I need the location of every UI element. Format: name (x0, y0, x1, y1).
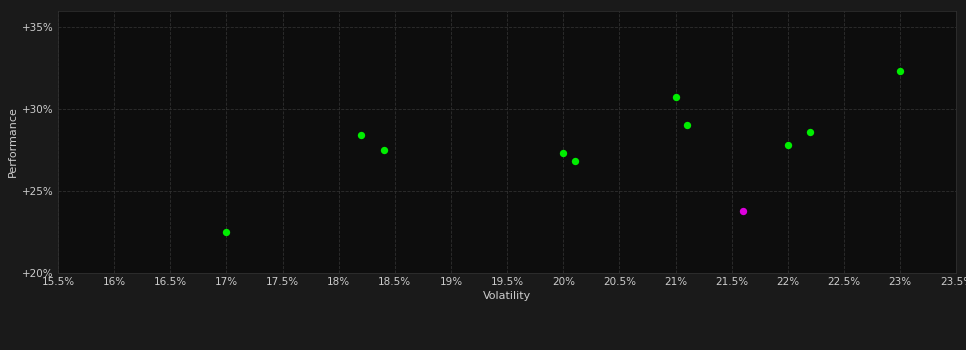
Point (803, 129, 818, 135)
Point (679, 122, 695, 128)
Point (567, 159, 582, 164)
Point (893, 68, 908, 74)
X-axis label: Volatility: Volatility (483, 291, 531, 301)
Point (668, 94, 683, 100)
Point (376, 147, 391, 153)
Point (218, 229, 234, 235)
Y-axis label: Performance: Performance (8, 106, 18, 177)
Point (781, 142, 796, 148)
Point (354, 132, 369, 138)
Point (735, 208, 751, 213)
Point (555, 150, 571, 156)
